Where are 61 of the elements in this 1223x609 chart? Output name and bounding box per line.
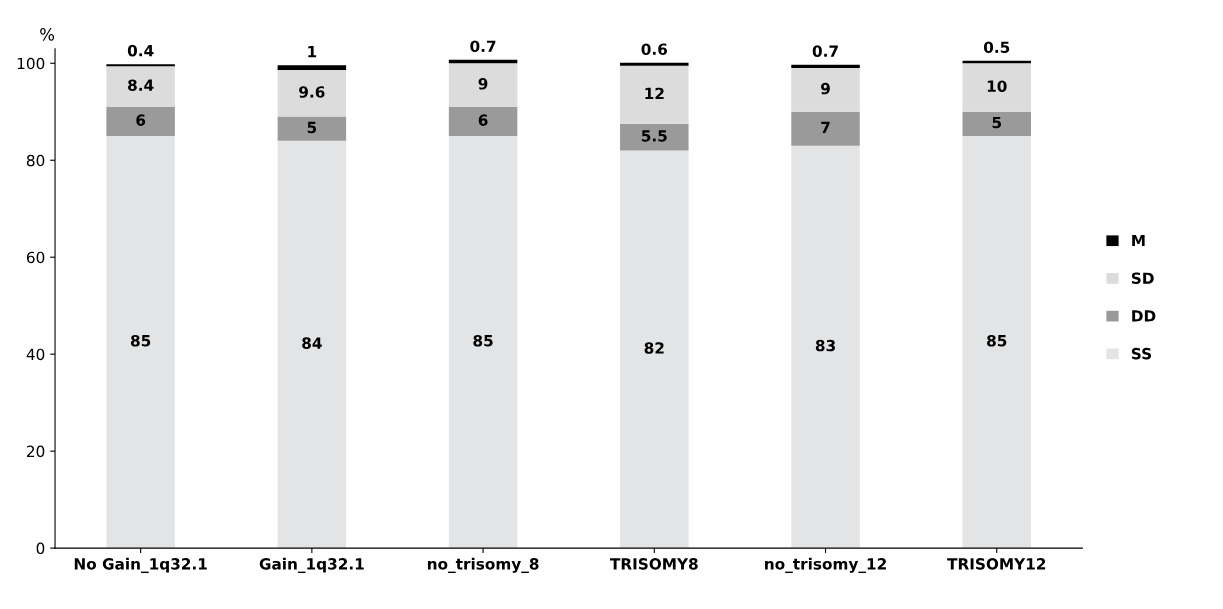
bar [962, 63, 1031, 112]
data-label: 0.4 [127, 44, 154, 57]
legend-label: SS [1131, 347, 1152, 360]
data-label: 6 [136, 114, 146, 126]
y-axis-title: % [40, 28, 55, 41]
x-tick-label: no_trisomy_12 [765, 557, 886, 574]
y-tick-label: 100 [17, 57, 45, 70]
bar [277, 116, 347, 141]
data-label: 6 [478, 114, 488, 126]
bar [620, 62, 689, 66]
data-label: 0.6 [641, 43, 668, 55]
bar [448, 135, 518, 549]
y-tick-label: 60 [26, 251, 45, 264]
data-label: 0.5 [983, 41, 1010, 54]
data-label: 0.7 [470, 40, 496, 53]
legend-label: SD [1131, 272, 1154, 284]
data-label: 83 [815, 339, 835, 352]
y-tick-label: 20 [26, 445, 45, 458]
bar [448, 106, 518, 136]
data-label: 85 [473, 334, 493, 347]
data-label: 8.4 [128, 79, 154, 91]
data-label: 10 [987, 80, 1007, 92]
bar [106, 106, 175, 136]
data-label: 5.5 [641, 130, 667, 142]
y-tick-label: 80 [26, 154, 45, 167]
y-tick-label: 0 [36, 542, 45, 555]
data-label: 12 [645, 87, 664, 99]
data-label: 9 [478, 77, 488, 90]
x-tick-label: TRISOMY12 [947, 558, 1046, 570]
bar [620, 150, 689, 549]
data-label: 0.7 [812, 45, 838, 57]
data-label: 85 [130, 334, 151, 347]
data-label: 7 [821, 121, 830, 133]
bar [791, 111, 860, 146]
x-tick-label: TRISOMY8 [610, 558, 698, 570]
data-label: 84 [302, 337, 322, 349]
data-label: 82 [644, 342, 664, 354]
data-label: 9.6 [299, 86, 325, 98]
bar [448, 63, 518, 107]
bar [962, 111, 1031, 136]
x-tick-label: No Gain_1q32.1 [74, 557, 207, 574]
legend-label: M [1132, 234, 1145, 247]
x-tick-label: Gain_1q32.1 [259, 557, 364, 574]
bar [277, 140, 347, 549]
y-tick-label: 40 [26, 348, 45, 361]
bar [620, 123, 689, 151]
data-label: 1 [308, 46, 317, 58]
bar [106, 66, 175, 107]
data-label: 5 [307, 121, 317, 134]
bar [277, 65, 347, 71]
data-label: 85 [987, 334, 1007, 347]
bar [962, 135, 1031, 549]
x-tick-label: no_trisomy_8 [427, 557, 539, 574]
bar [106, 135, 175, 549]
bar [791, 68, 860, 112]
data-label: 9 [821, 82, 830, 95]
bar [620, 65, 689, 124]
legend-label: DD [1132, 310, 1156, 322]
bar [277, 70, 347, 117]
data-label: 5 [992, 116, 1001, 129]
bar [791, 145, 860, 549]
